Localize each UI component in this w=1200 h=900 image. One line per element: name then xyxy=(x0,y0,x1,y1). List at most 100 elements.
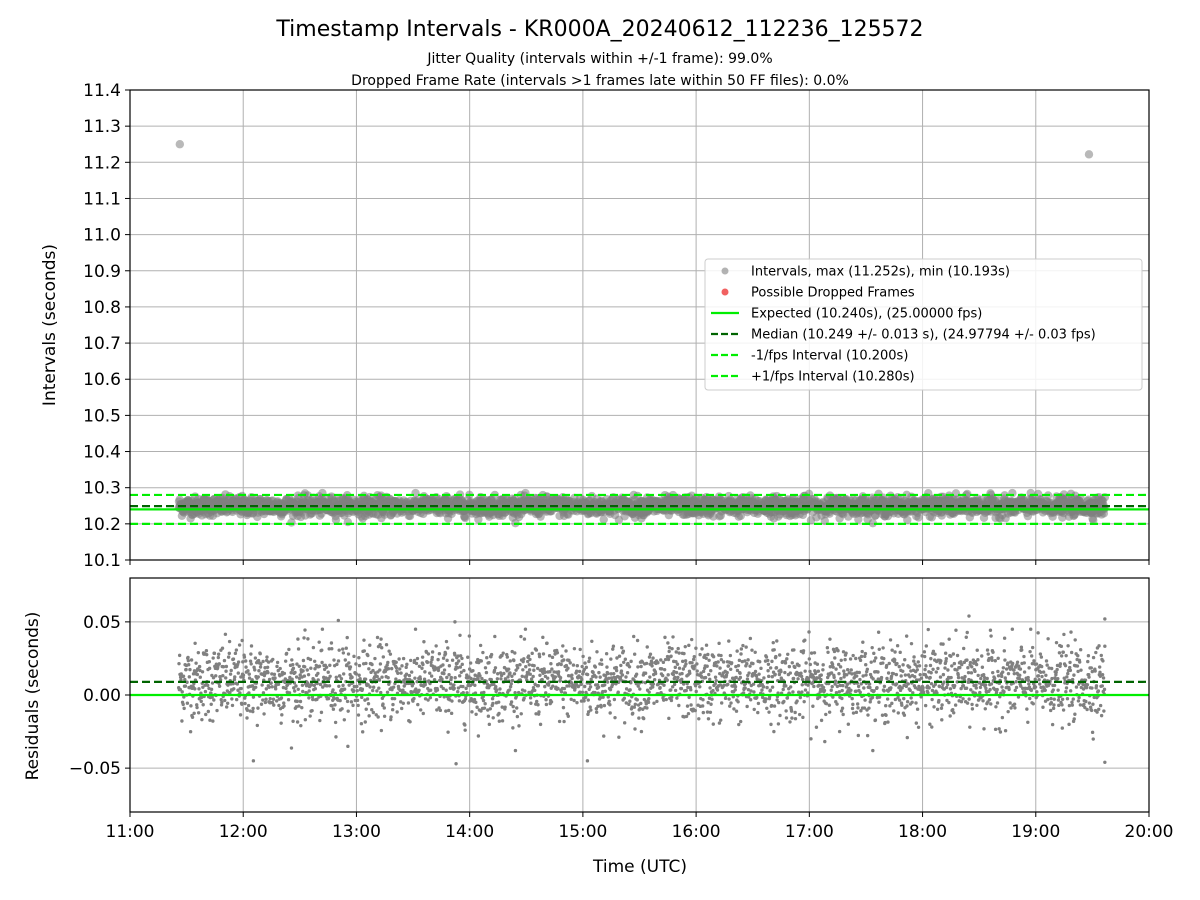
residual-point xyxy=(784,716,789,720)
residual-point xyxy=(529,701,533,705)
residual-point xyxy=(728,704,732,708)
residual-point xyxy=(221,674,225,678)
residual-point xyxy=(665,654,670,659)
residual-point xyxy=(256,675,260,679)
residual-point xyxy=(795,699,799,703)
residual-point xyxy=(583,661,587,665)
residual-point xyxy=(398,667,402,671)
residual-point xyxy=(664,697,668,702)
residual-point xyxy=(669,688,673,692)
residual-point xyxy=(520,674,524,678)
residual-point xyxy=(693,708,697,713)
residual-point xyxy=(186,655,190,660)
residual-point xyxy=(605,665,609,669)
residual-point xyxy=(711,688,715,693)
residual-point xyxy=(519,712,523,716)
residual-point xyxy=(543,670,547,675)
residual-point xyxy=(608,687,613,692)
residual-point xyxy=(561,644,565,648)
residual-point xyxy=(819,673,823,677)
residual-point xyxy=(515,714,520,719)
residual-point xyxy=(595,650,599,654)
residual-point xyxy=(781,687,785,692)
residual-point xyxy=(671,635,675,639)
residual-point xyxy=(482,706,487,710)
residual-point xyxy=(464,686,468,691)
residual-point xyxy=(300,683,305,687)
residual-point xyxy=(701,698,705,702)
residual-point xyxy=(297,664,301,668)
residual-point xyxy=(313,687,318,691)
residual-point xyxy=(365,697,370,701)
residual-point xyxy=(476,734,481,738)
residual-point xyxy=(220,700,224,705)
y-tick-label: 10.5 xyxy=(83,406,121,426)
residual-point xyxy=(604,652,609,656)
residual-point xyxy=(225,705,229,709)
residual-point xyxy=(607,699,611,704)
residual-point xyxy=(722,683,726,687)
residual-point xyxy=(193,687,197,691)
residual-point xyxy=(830,662,835,667)
residual-point xyxy=(819,677,823,682)
residual-point xyxy=(360,695,364,700)
residual-point xyxy=(506,667,511,671)
residual-point xyxy=(579,682,583,687)
residual-point xyxy=(244,659,248,663)
residual-point xyxy=(558,675,563,680)
residual-point xyxy=(346,744,350,749)
residual-point xyxy=(380,675,384,679)
residual-point xyxy=(282,704,286,708)
residual-point xyxy=(208,718,212,722)
residual-point xyxy=(344,646,348,650)
residual-point xyxy=(768,666,773,670)
residual-point xyxy=(586,698,590,702)
residual-point xyxy=(534,648,539,652)
residual-point xyxy=(186,658,191,663)
residual-point xyxy=(697,717,701,721)
residual-point xyxy=(683,644,687,649)
residual-point xyxy=(260,683,264,687)
residual-point xyxy=(549,662,553,666)
residual-point xyxy=(399,671,403,675)
residual-point xyxy=(487,661,491,665)
residual-point xyxy=(298,699,303,704)
residual-point xyxy=(240,702,244,706)
residual-point xyxy=(633,702,638,707)
residual-point xyxy=(478,674,482,678)
residual-point xyxy=(366,702,371,706)
residual-point xyxy=(490,697,495,701)
residual-point xyxy=(741,643,745,648)
residual-point xyxy=(738,671,742,675)
residual-point xyxy=(647,690,651,694)
residual-point xyxy=(294,684,298,688)
residual-point xyxy=(809,737,813,741)
residual-point xyxy=(537,654,542,659)
residual-point xyxy=(291,719,295,723)
residual-point xyxy=(596,704,600,708)
residual-point xyxy=(528,657,532,662)
residual-point xyxy=(574,669,579,673)
residual-point xyxy=(324,665,329,669)
residual-point xyxy=(629,659,633,664)
residual-point xyxy=(791,690,795,694)
residual-point xyxy=(736,700,740,704)
residual-point xyxy=(718,666,722,670)
residual-point xyxy=(265,655,269,659)
residual-point xyxy=(355,684,359,689)
residual-point xyxy=(343,658,347,662)
residual-point xyxy=(234,697,239,702)
residual-point xyxy=(642,716,646,721)
residual-point xyxy=(518,663,522,667)
residual-point xyxy=(799,674,804,679)
residual-point xyxy=(666,657,671,662)
residual-point xyxy=(376,715,380,719)
residual-point xyxy=(531,674,535,679)
residual-point xyxy=(676,646,680,651)
residual-point xyxy=(746,658,750,662)
residual-point xyxy=(495,688,499,692)
residual-point xyxy=(223,698,227,703)
residual-point xyxy=(341,647,345,651)
residual-point xyxy=(198,675,202,679)
residual-point xyxy=(253,656,258,660)
